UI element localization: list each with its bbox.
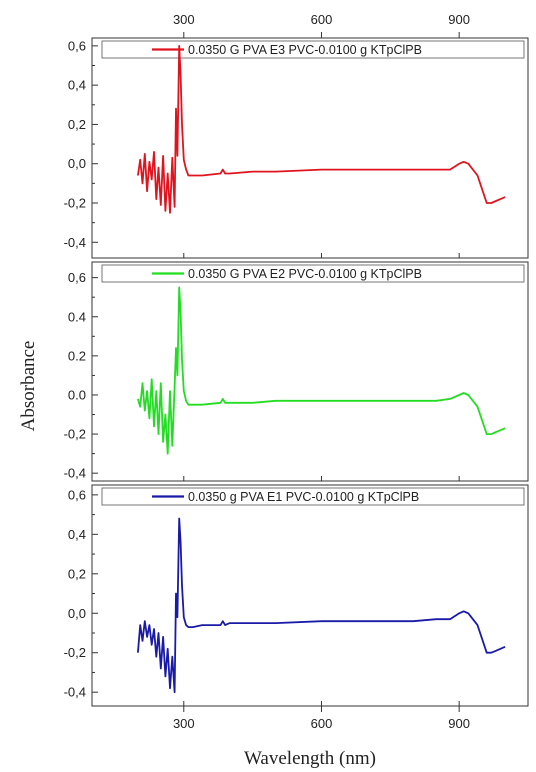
bottom-legend-box (101, 487, 525, 506)
top-y-tick-label: 0,2 (68, 117, 86, 132)
bottom-y-tick-label: 0,6 (68, 487, 86, 502)
panel-frame-bottom (91, 484, 529, 707)
middle-y-tick-label: 0.2 (68, 348, 86, 363)
panel-frame-middle (91, 261, 529, 482)
middle-y-tick-label: -0,2 (64, 427, 86, 442)
y-axis-title: Absorbance (18, 341, 39, 432)
bottom-x-tick-label-900: 900 (448, 716, 470, 731)
top-x-tick-label-300: 300 (173, 12, 195, 27)
top-series-line (137, 45, 506, 214)
top-y-tick-label: -0,4 (64, 235, 86, 250)
bottom-series-line (137, 517, 506, 694)
bottom-y-tick-label: -0,4 (64, 685, 86, 700)
top-legend-label: 0.0350 G PVA E3 PVC-0.0100 g KTpClPB (188, 43, 422, 57)
middle-y-tick-label: 0.0 (68, 387, 86, 402)
top-x-tick-label-600: 600 (311, 12, 333, 27)
top-y-tick-label: 0,6 (68, 38, 86, 53)
middle-y-tick-label: 0.4 (68, 309, 86, 324)
bottom-y-tick-label: -0,2 (64, 645, 86, 660)
middle-legend-label: 0.0350 G PVA E2 PVC-0.0100 g KTpClPB (188, 267, 422, 281)
bottom-x-tick-label-300: 300 (173, 716, 195, 731)
bottom-y-tick-label: 0,0 (68, 606, 86, 621)
bottom-legend-label: 0.0350 g PVA E1 PVC-0.0100 g KTpClPB (188, 490, 419, 504)
top-y-tick-label: -0,2 (64, 196, 86, 211)
bottom-y-tick-label: 0,2 (68, 566, 86, 581)
top-legend-box (101, 40, 525, 59)
middle-y-tick-label: -0,4 (64, 466, 86, 481)
top-y-tick-label: 0,4 (68, 78, 86, 93)
middle-series-line (137, 286, 506, 455)
middle-y-tick-label: 0,6 (68, 270, 86, 285)
panel-frame-top (91, 37, 529, 259)
bottom-y-tick-label: 0,4 (68, 527, 86, 542)
middle-legend-box (101, 264, 525, 283)
top-y-tick-label: 0,0 (68, 156, 86, 171)
x-axis-title: Wavelength (nm) (244, 748, 376, 769)
bottom-x-tick-label-600: 600 (311, 716, 333, 731)
top-x-tick-label-900: 900 (448, 12, 470, 27)
